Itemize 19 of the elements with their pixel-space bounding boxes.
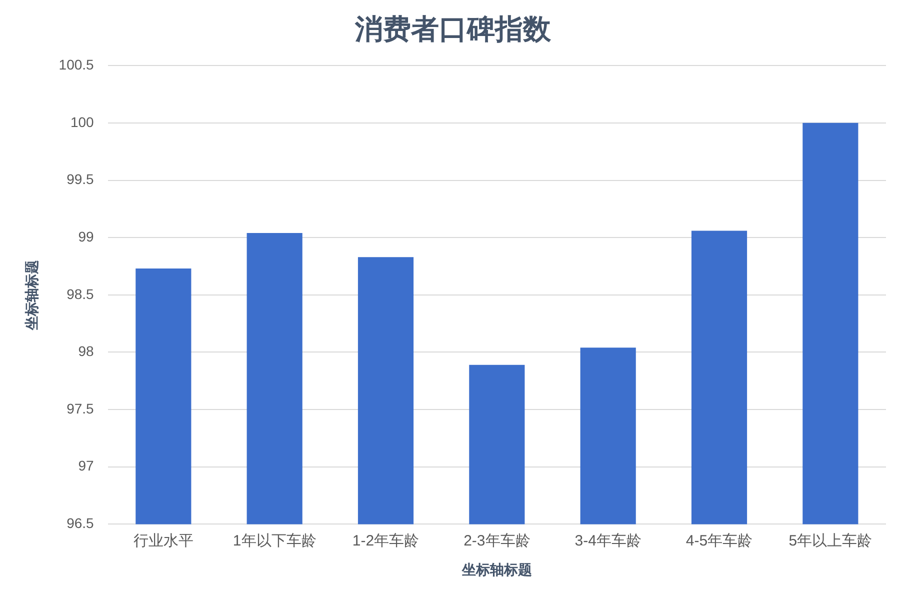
y-tick-label: 99 (78, 228, 94, 244)
y-tick-label: 97 (78, 458, 94, 474)
x-tick-label: 1年以下车龄 (232, 532, 316, 550)
y-tick-label: 97.5 (66, 400, 94, 416)
chart-title: 消费者口碑指数 (354, 14, 552, 45)
x-axis-title: 坐标轴标题 (460, 561, 532, 578)
x-tick-label: 行业水平 (133, 532, 194, 550)
y-tick-label: 100 (70, 114, 94, 130)
x-tick-label: 1-2年车龄 (352, 532, 420, 550)
y-tick-label: 100.5 (58, 56, 94, 72)
x-tick-label: 5年以上车龄 (788, 532, 872, 550)
x-tick-label: 3-4年车龄 (574, 532, 642, 550)
x-tick-label: 2-3年车龄 (464, 532, 530, 550)
y-axis-title: 坐标轴标题 (23, 260, 40, 331)
y-tick-label: 98 (78, 343, 94, 360)
y-tick-label: 96.5 (66, 515, 94, 532)
y-tick-label: 98.5 (66, 286, 94, 302)
x-tick-label: 4-5年车龄 (686, 532, 753, 550)
y-tick-label: 99.5 (66, 171, 94, 188)
